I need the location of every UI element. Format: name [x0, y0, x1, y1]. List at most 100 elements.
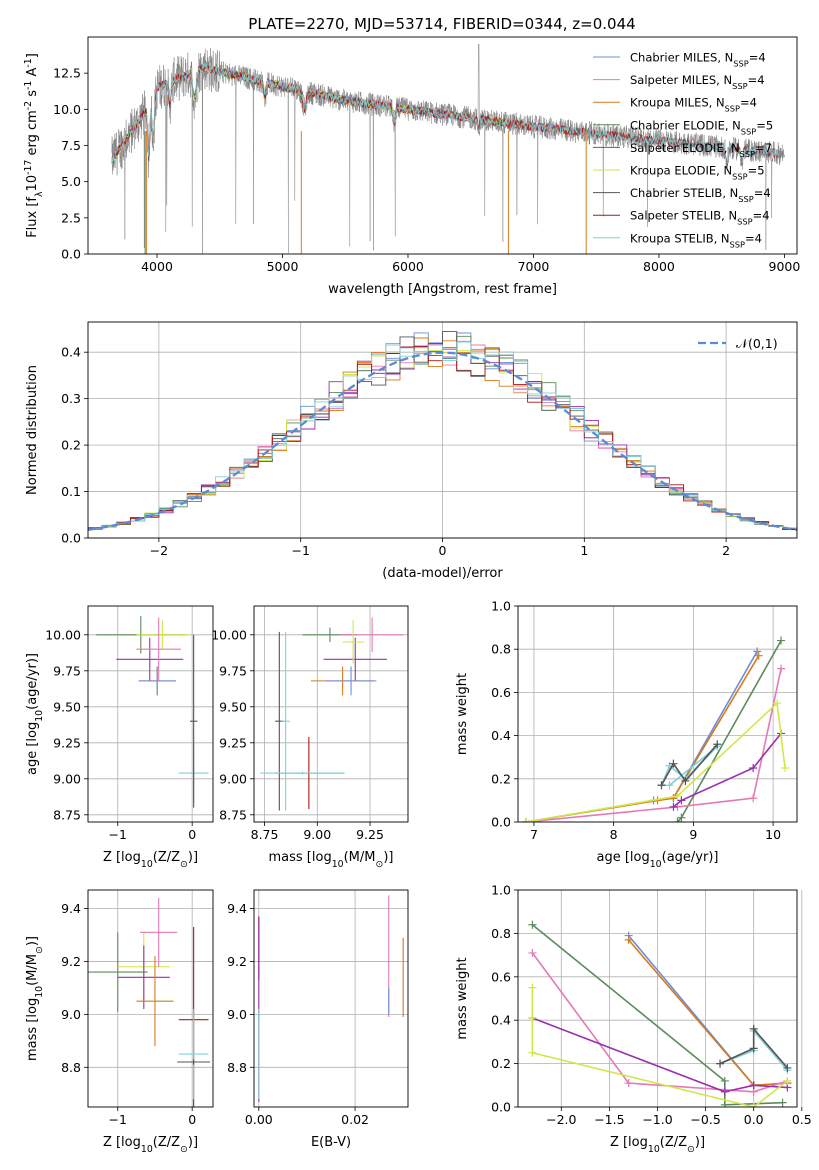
tick-label-y: 9.25	[53, 735, 81, 750]
text-run: Kroupa ELODIE, N	[630, 164, 732, 178]
text-run: (data-model)/error	[382, 566, 503, 581]
tick-label-y: 0.6	[491, 969, 511, 984]
errorbar-2	[323, 637, 387, 681]
axis-label-x: age [log10(age/yr)]	[596, 850, 718, 870]
text-run: erg cm	[25, 110, 40, 159]
text-run: Z/Z	[158, 1135, 180, 1150]
plus-marker	[528, 1014, 537, 1023]
plus-marker	[716, 1059, 725, 1068]
subscript: SSP	[738, 194, 753, 204]
subscript: λ	[34, 191, 45, 197]
text-run: age/yr	[25, 662, 40, 704]
plus-marker	[749, 1081, 758, 1090]
weight-line-1	[525, 651, 758, 822]
text-run: =4	[753, 209, 770, 223]
text-run: mass weight	[455, 673, 470, 755]
plus-marker	[669, 759, 678, 768]
legend-label: Kroupa STELIB, NSSP=4	[630, 231, 762, 249]
axis-label-x: E(B-V)	[311, 1135, 351, 1150]
axes-residuals: −2 −1 0 1 2 0.0 0.1 0.2 0.3 0.4 (data-model)/error…	[25, 321, 798, 581]
subscript: 10	[332, 859, 344, 870]
plus-marker	[749, 1024, 758, 1033]
plus-marker	[624, 935, 633, 944]
text-run: Z [log	[103, 1135, 141, 1150]
tick-label-y: 9.00	[53, 771, 81, 786]
tick-label-x: 4000	[141, 259, 173, 274]
figure-title: PLATE=2270, MJD=53714, FIBERID=0344, z=0…	[248, 15, 635, 33]
text-run: Flux [f	[25, 197, 40, 238]
plus-marker	[773, 699, 782, 708]
observed-spectrum-line	[111, 43, 785, 254]
tick-label-x: 0.0	[744, 1112, 764, 1127]
axes-frame	[87, 889, 214, 1108]
plot-area	[111, 43, 785, 254]
text-run: (	[25, 981, 40, 986]
axes-frame	[87, 321, 798, 539]
plus-marker	[528, 948, 537, 957]
text-run: Salpeter STELIB, N	[630, 209, 737, 223]
legend-label: Chabrier ELODIE, NSSP=5	[630, 118, 773, 136]
tick-label-x: 9000	[769, 259, 801, 274]
tick-label-x: 0.02	[341, 1112, 369, 1127]
weight-line-6	[525, 701, 786, 822]
tick-label-y: 9.00	[219, 771, 247, 786]
plus-marker	[749, 764, 758, 772]
plus-marker	[720, 1087, 729, 1096]
text-run: )]	[383, 850, 393, 865]
subscript: SSP	[741, 126, 756, 136]
text-run: age [log	[25, 722, 40, 775]
tick-label-y: 9.25	[219, 735, 247, 750]
text-run: mass weight	[455, 957, 470, 1039]
text-run: E(B-V)	[311, 1135, 351, 1150]
superscript: -17	[23, 160, 34, 175]
errorbar-3	[116, 637, 184, 681]
axis-label-y: Flux [fλ10-17 erg cm-2 s-1 A-1]	[23, 53, 45, 238]
tick-label-x: −1	[109, 1112, 127, 1127]
text-run: s	[25, 90, 40, 101]
axes-frame	[87, 36, 798, 255]
plus-marker	[528, 920, 537, 929]
tick-label-x: 0	[188, 1112, 196, 1127]
weight-line-5	[532, 1017, 788, 1093]
tick-label-x: −1	[109, 827, 127, 842]
tick-label-y: 9.0	[227, 1007, 247, 1022]
plus-marker	[783, 1063, 792, 1072]
tick-label-y: 0.2	[491, 771, 511, 786]
plus-marker	[521, 818, 530, 822]
axis-label-y: mass weight	[455, 957, 470, 1039]
text-run: Z [log	[103, 850, 141, 865]
subscript: SSP	[737, 217, 752, 227]
text-run: Chabrier ELODIE, N	[630, 118, 741, 132]
text-run: Chabrier STELIB, N	[630, 186, 738, 200]
text-run: M/M	[25, 954, 40, 981]
legend-label: Kroupa MILES, NSSP=4	[630, 96, 757, 114]
tick-label-y: 9.4	[227, 901, 247, 916]
tick-label-x: 7	[530, 827, 538, 842]
axis-label-x: Z [log10(Z/Z⊙)]	[103, 850, 198, 870]
errorbar-5	[325, 666, 377, 696]
tick-label-x: 0.00	[245, 1112, 273, 1127]
text-run: wavelength [Angstrom, rest frame]	[328, 282, 557, 297]
axis-label-y: mass [log10(M/M⊙)]	[25, 936, 45, 1061]
legend: 𝒩(0,1)	[698, 336, 778, 351]
weight-line-1	[627, 935, 788, 1087]
text-run: Salpeter ELODIE, N	[630, 141, 740, 155]
plus-marker	[754, 651, 763, 660]
text-run: =7	[755, 141, 772, 155]
text-run: A	[25, 68, 40, 81]
tick-label-y: 10.00	[211, 627, 247, 642]
text-run: =4	[740, 96, 757, 110]
model-spectrum-line-9	[111, 62, 779, 164]
plus-marker	[749, 1103, 758, 1107]
errorbar-8	[177, 1059, 211, 1065]
errorbar-10	[260, 771, 345, 775]
plot-area	[528, 920, 792, 1107]
subscript: SSP	[732, 81, 747, 91]
text-run: )]	[695, 1135, 705, 1150]
tick-label-x: 8000	[643, 259, 675, 274]
plus-marker	[781, 764, 790, 772]
tick-label-x: 9.00	[303, 827, 331, 842]
text-run: Z/Z	[158, 850, 180, 865]
